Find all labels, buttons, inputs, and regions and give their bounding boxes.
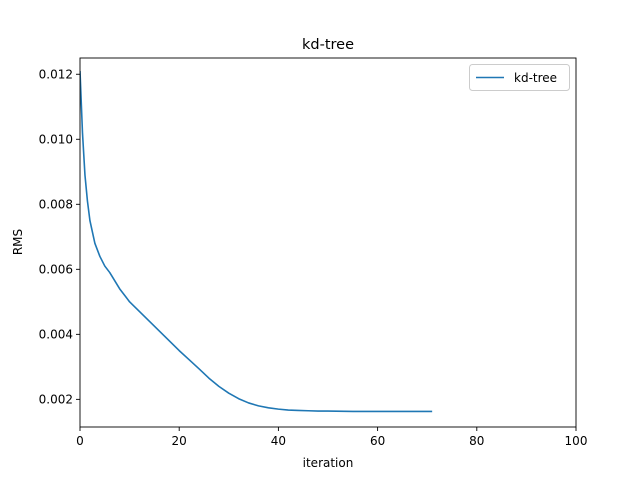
plot-area: 0 20 40 60 80 100 0.002 0.004 0.006 0.008 0.010 0.0…: [39, 57, 588, 448]
axes-frame: [79, 57, 577, 428]
series-line-kd-tree: [80, 70, 433, 413]
legend-box: [469, 64, 570, 91]
y-axis-label: RMS: [11, 229, 25, 255]
x-axis-label: iteration: [303, 456, 354, 470]
x-tick-label: 60: [370, 434, 385, 448]
x-tick-label: 40: [271, 434, 286, 448]
chart-title: kd-tree: [302, 37, 354, 53]
y-tick-label: 0.006: [39, 263, 73, 277]
y-tick-label: 0.004: [39, 328, 73, 342]
x-tick-label: 80: [469, 434, 484, 448]
x-tick-label: 100: [565, 434, 588, 448]
x-tick-label: 0: [76, 434, 84, 448]
legend-label: kd-tree: [514, 71, 557, 85]
y-tick-label: 0.010: [39, 133, 73, 147]
legend: kd-tree: [469, 64, 570, 91]
y-tick-label: 0.008: [39, 198, 73, 212]
y-tick-label: 0.002: [39, 393, 73, 407]
y-tick-label: 0.012: [39, 68, 73, 82]
x-tick-label: 20: [172, 434, 187, 448]
